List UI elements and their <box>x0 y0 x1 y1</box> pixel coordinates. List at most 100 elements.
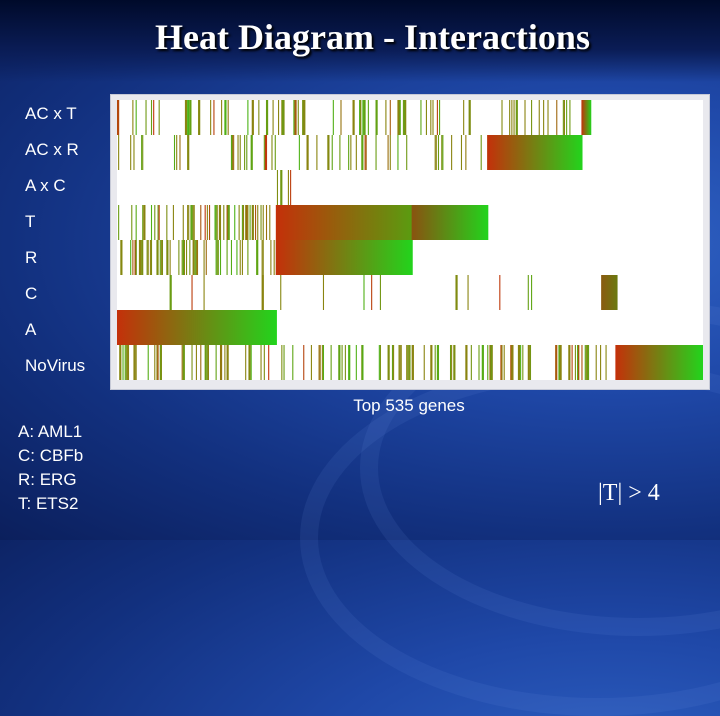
heatmap-cell <box>482 345 484 380</box>
heatmap-cell <box>150 240 151 275</box>
row-label: T <box>25 204 115 240</box>
heatmap-block <box>487 135 582 170</box>
heatmap-cell <box>333 100 334 135</box>
heatmap-cell <box>184 240 185 275</box>
heatmap-cell <box>280 275 281 310</box>
heatmap-cell <box>465 345 467 380</box>
slide-title: Heat Diagram - Interactions <box>0 16 720 58</box>
row-label: A x C <box>25 168 115 204</box>
heatmap-cell <box>511 345 512 380</box>
heatmap-cell <box>578 345 579 380</box>
heatmap-cell <box>189 100 191 135</box>
heatmap-cell <box>292 345 293 380</box>
heatmap-cell <box>158 205 159 240</box>
heatmap-cell <box>269 205 270 240</box>
row-label: AC x R <box>25 132 115 168</box>
heatmap-cell <box>187 100 189 135</box>
heatmap-cell <box>197 240 198 275</box>
heatmap-cell <box>352 100 354 135</box>
heatmap-cell <box>243 205 244 240</box>
heatmap-cell <box>306 135 308 170</box>
heatmap-cell <box>247 240 248 275</box>
heatmap-cell <box>126 345 127 380</box>
heatmap-cell <box>136 345 137 380</box>
heatmap-cell <box>186 240 187 275</box>
heatmap-cell <box>393 345 394 380</box>
heatmap-cell <box>356 345 357 380</box>
heatmap-cell <box>189 240 190 275</box>
heatmap-cell <box>409 345 410 380</box>
heatmap-cell <box>342 345 343 380</box>
heatmap-cell <box>461 135 462 170</box>
heatmap-cell <box>298 100 299 135</box>
heatmap-cell <box>141 240 143 275</box>
heatmap-cell <box>278 100 279 135</box>
heatmap-cell <box>242 205 243 240</box>
legend-entry-aml1: A: AML1 <box>18 420 83 444</box>
heatmap-cell <box>471 345 472 380</box>
heatmap-cell <box>426 100 427 135</box>
heatmap-cell <box>224 345 225 380</box>
row-label: NoVirus <box>25 348 115 384</box>
heatmap-cell <box>430 100 431 135</box>
heatmap-cell <box>204 240 205 275</box>
heatmap-cell <box>348 345 350 380</box>
heatmap-cell <box>224 100 226 135</box>
heatmap-cell <box>380 345 381 380</box>
heatmap-cell <box>437 345 439 380</box>
heatmap-cell <box>133 345 134 380</box>
heatmap-cell <box>435 345 436 380</box>
heatmap-cell <box>413 345 414 380</box>
heatmap-cell <box>575 345 576 380</box>
heatmap-cell <box>140 240 141 275</box>
heatmap-cell <box>439 100 440 135</box>
heatmap-cell <box>547 100 548 135</box>
heatmap-cell <box>356 135 357 170</box>
legend-entry-ets2: T: ETS2 <box>18 492 83 516</box>
heatmap-cell <box>191 345 192 380</box>
heatmap-cell <box>142 135 143 170</box>
heatmap-cell <box>463 100 464 135</box>
heatmap-cell <box>450 345 451 380</box>
heatmap-cell <box>173 205 174 240</box>
heatmap-cell <box>281 345 282 380</box>
heatmap-cell <box>147 240 148 275</box>
heatmap-cell <box>148 345 149 380</box>
heatmap-cell <box>151 205 152 240</box>
heatmap-cell <box>501 345 502 380</box>
heatmap-cell <box>511 100 512 135</box>
heatmap-cell <box>156 240 158 275</box>
heatmap-cell <box>178 240 179 275</box>
heatmap-cell <box>191 205 192 240</box>
heatmap-cell <box>252 100 254 135</box>
heatmap-cell <box>258 100 259 135</box>
heatmap-cell <box>273 100 274 135</box>
heatmap-cell <box>487 345 488 380</box>
heatmap-cell <box>275 135 276 170</box>
heatmap-cell <box>247 100 248 135</box>
heatmap-cell <box>231 240 232 275</box>
heatmap-cell <box>166 205 167 240</box>
heatmap-cell <box>170 240 171 275</box>
heatmap-cell <box>332 135 333 170</box>
heatmap-cell <box>182 240 183 275</box>
heatmap-cell <box>170 275 172 310</box>
heatmap-cell <box>205 205 206 240</box>
heatmap-cell <box>251 135 253 170</box>
heatmap-cell <box>154 205 155 240</box>
heatmap-cell <box>453 345 455 380</box>
heatmap-cell <box>236 240 237 275</box>
heatmap-cell <box>188 205 189 240</box>
heatmap-cell <box>420 100 421 135</box>
heatmap-cell <box>566 100 567 135</box>
heatmap-cell <box>159 100 160 135</box>
heatmap-cell <box>524 100 525 135</box>
heatmap-cell <box>277 170 278 205</box>
heatmap-cell <box>237 135 238 170</box>
heatmap-cell <box>451 345 452 380</box>
heatmap-cell <box>142 205 143 240</box>
heatmap-block <box>276 240 413 275</box>
heatmap-cell <box>528 275 529 310</box>
heatmap-cell <box>539 100 540 135</box>
heatmap-cell <box>145 100 146 135</box>
